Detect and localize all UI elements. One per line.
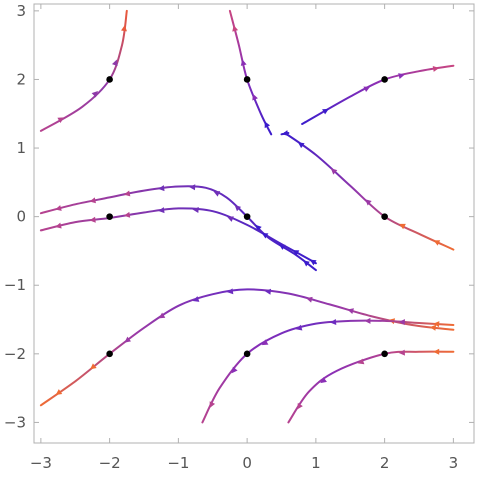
y-tick-label: 3 bbox=[16, 2, 26, 20]
streamline-arrow bbox=[231, 366, 238, 374]
x-tick-label: −2 bbox=[99, 454, 121, 472]
streamline-arrow bbox=[363, 86, 371, 93]
y-tick-label: 1 bbox=[16, 139, 26, 157]
streamlines-group bbox=[39, 9, 455, 424]
streamline bbox=[301, 64, 455, 125]
streamline bbox=[39, 185, 317, 272]
streamline-arrow bbox=[111, 59, 118, 67]
x-tick-label: 2 bbox=[380, 454, 390, 472]
streamline-arrow bbox=[297, 402, 303, 410]
streamline-arrow bbox=[303, 260, 310, 267]
seed-point bbox=[381, 350, 388, 358]
streamline-arrow bbox=[330, 319, 337, 326]
streamline-arrow bbox=[432, 65, 440, 72]
streamline bbox=[39, 9, 128, 132]
seed-point bbox=[381, 76, 388, 83]
streamline-arrow bbox=[121, 25, 127, 32]
axes-group: −3 −2 −1 0 1 2 3 −3 −2 −1 0 1 2 3 bbox=[4, 2, 474, 472]
seed-points-group bbox=[106, 76, 388, 358]
streamline-arrow bbox=[295, 324, 303, 331]
y-tick-label: −1 bbox=[4, 276, 26, 294]
streamline-arrow bbox=[192, 207, 199, 214]
streamline-arrow bbox=[261, 233, 269, 239]
streamline-arrow bbox=[309, 259, 317, 266]
streamline-arrow bbox=[227, 216, 234, 222]
streamline-arrow bbox=[192, 296, 200, 302]
streamline-arrow bbox=[398, 73, 405, 79]
streamline-arrow bbox=[306, 296, 313, 303]
streamline-arrow bbox=[124, 336, 132, 343]
y-tick-label: −2 bbox=[4, 345, 26, 363]
streamline-arrow bbox=[347, 308, 354, 314]
seed-point bbox=[106, 213, 113, 220]
streamline-arrow bbox=[234, 204, 242, 212]
streamline-arrow bbox=[189, 184, 196, 191]
streamline-arrow bbox=[213, 191, 221, 197]
x-tick-label: 1 bbox=[311, 454, 321, 472]
streamline bbox=[39, 207, 317, 265]
streamline-arrow bbox=[433, 321, 440, 328]
streamline-arrow bbox=[89, 216, 96, 223]
streamline-arrow bbox=[55, 389, 63, 395]
seed-point bbox=[243, 76, 251, 83]
streamline-arrow bbox=[226, 288, 234, 295]
streamline-arrow bbox=[158, 312, 166, 319]
streamline-arrow bbox=[232, 25, 239, 32]
streamline-arrow bbox=[55, 222, 62, 229]
streamline-arrow bbox=[240, 59, 247, 66]
y-tick-label: 2 bbox=[16, 70, 26, 88]
streamline-arrow bbox=[292, 250, 300, 256]
streamline-arrow bbox=[255, 224, 262, 232]
streamline-arrow bbox=[322, 108, 329, 115]
streamline-arrow bbox=[433, 348, 440, 355]
seed-point bbox=[381, 213, 388, 220]
streamline-arrow bbox=[55, 205, 62, 211]
x-tick-label: 0 bbox=[242, 454, 252, 472]
x-tick-label: −1 bbox=[167, 454, 189, 472]
seed-point bbox=[106, 350, 113, 358]
streamline-arrow bbox=[429, 324, 437, 331]
y-tick-label: −3 bbox=[4, 413, 26, 431]
streamline-arrow bbox=[90, 363, 97, 370]
streamline bbox=[287, 350, 455, 424]
streamline-arrow bbox=[264, 288, 272, 295]
streamline-arrow bbox=[123, 211, 131, 218]
streamline-arrow bbox=[158, 185, 165, 192]
plot-frame bbox=[33, 3, 475, 444]
streamline-arrow bbox=[398, 319, 405, 326]
streamline-arrow bbox=[365, 199, 372, 206]
y-tick-label: 0 bbox=[16, 208, 26, 226]
streamline-arrow bbox=[398, 349, 405, 356]
x-tick-label: 3 bbox=[449, 454, 459, 472]
seed-point bbox=[106, 76, 113, 83]
streamline-arrow bbox=[320, 377, 327, 384]
streamline-arrow bbox=[433, 240, 441, 246]
streamline-arrow bbox=[330, 168, 338, 175]
streamline-arrow bbox=[399, 223, 406, 230]
streamline bbox=[201, 319, 455, 424]
streamline-arrow bbox=[264, 121, 271, 129]
streamline-arrow bbox=[123, 190, 131, 197]
streamline-arrow bbox=[158, 207, 165, 214]
streamline-arrow bbox=[357, 358, 365, 365]
streamline-arrow bbox=[261, 339, 269, 346]
streamline-arrow bbox=[57, 117, 65, 123]
x-tick-label: −3 bbox=[30, 454, 52, 472]
seed-point bbox=[243, 350, 251, 358]
streamline-arrow bbox=[252, 93, 258, 101]
streamline-arrow bbox=[364, 317, 371, 324]
streamline-arrow bbox=[89, 197, 96, 204]
streamline bbox=[39, 288, 455, 407]
streamline-arrow bbox=[209, 401, 216, 408]
streamline-arrow bbox=[297, 142, 305, 149]
streamline-arrow bbox=[91, 91, 98, 98]
streamline bbox=[283, 132, 455, 251]
seed-point bbox=[243, 213, 251, 220]
